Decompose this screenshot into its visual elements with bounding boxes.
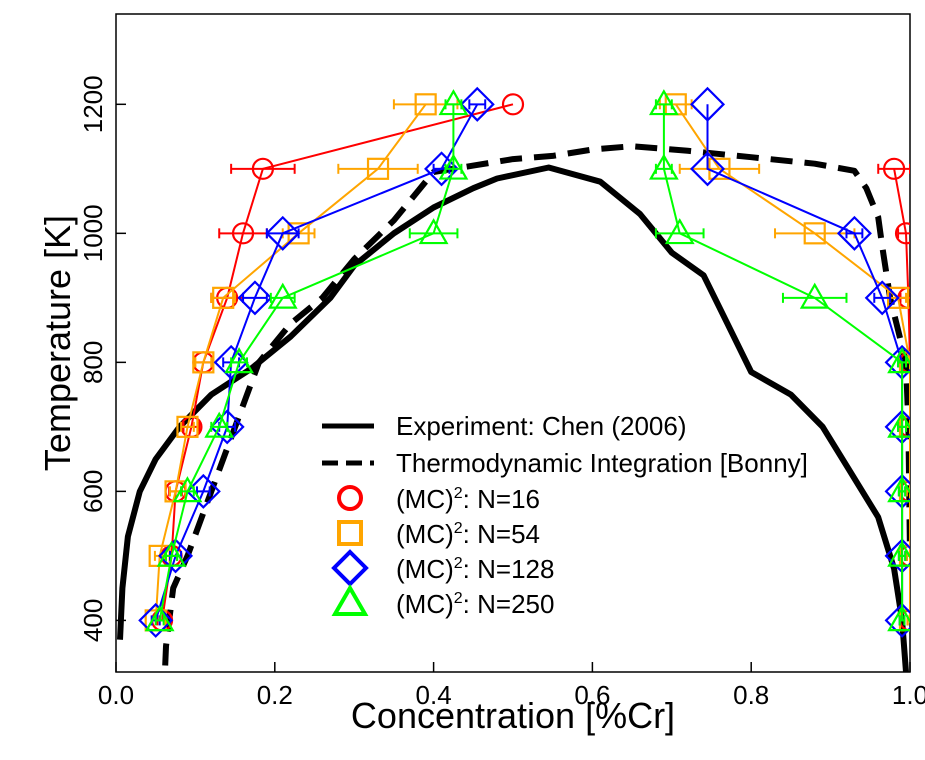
legend-n54-rest: : N=54 — [463, 519, 540, 549]
legend-item-n16: (MC)2: N=16 — [396, 484, 540, 514]
data-point — [648, 89, 679, 116]
data-point — [459, 86, 495, 122]
data-point — [176, 415, 199, 438]
data-point — [836, 215, 872, 251]
data-point — [887, 540, 910, 567]
legend-n250-sup: 2 — [454, 590, 463, 607]
data-point — [887, 476, 910, 503]
legend-n128-rest: : N=128 — [463, 554, 555, 584]
data-point — [884, 602, 910, 638]
x-tick-label: 0.6 — [574, 680, 610, 710]
legend-item-thermo: Thermodynamic Integration [Bonny] — [322, 448, 808, 478]
data-point — [138, 602, 174, 638]
legend-marker-triangle — [331, 583, 369, 616]
legend-label-n128: (MC)2: N=128 — [396, 554, 554, 584]
x-axis-title: Concentration [%Cr] — [351, 695, 675, 736]
data-point — [158, 538, 194, 574]
legend-item-n128: (MC)2: N=128 — [396, 554, 554, 584]
legend: Experiment: Chen (2006) Thermodynamic In… — [322, 411, 808, 619]
legend-marker-square — [337, 520, 363, 546]
data-point — [414, 93, 437, 116]
data-point — [664, 218, 695, 245]
data-point — [883, 157, 906, 180]
data-point — [366, 157, 390, 180]
legend-n128-main: (MC) — [396, 554, 454, 584]
y-tick-label: 1200 — [78, 75, 108, 133]
legend-label-experiment: Experiment: Chen (2006) — [396, 411, 686, 441]
legend-marker-circle — [337, 485, 363, 511]
legend-label-n54: (MC)2: N=54 — [396, 519, 540, 549]
data-point — [887, 411, 910, 438]
data-point — [864, 280, 900, 316]
x-tick-label: 1.0 — [892, 680, 925, 710]
legend-n16-rest: : N=16 — [463, 484, 540, 514]
experiment-curve — [117, 164, 909, 672]
y-tick-label: 400 — [78, 599, 108, 642]
data-point — [231, 222, 255, 245]
legend-n16-main: (MC) — [396, 484, 454, 514]
legend-markers — [331, 485, 369, 616]
y-tick-label: 1000 — [78, 204, 108, 262]
data-point — [424, 151, 460, 187]
data-point — [237, 280, 273, 316]
data-point — [887, 605, 910, 632]
data-point — [172, 476, 203, 503]
legend-label-thermo: Thermodynamic Integration [Bonny] — [396, 448, 808, 478]
x-tick-label: 0.2 — [257, 680, 293, 710]
data-point — [648, 153, 679, 180]
data-point — [204, 411, 235, 438]
data-point — [438, 153, 469, 180]
data-point — [209, 409, 245, 445]
data-point — [265, 215, 301, 251]
data-point — [418, 218, 449, 245]
y-axis-title: Temperature [K] — [37, 215, 78, 471]
y-tick-label: 600 — [78, 470, 108, 513]
x-tick-label: 0.0 — [98, 680, 134, 710]
data-point — [894, 222, 910, 245]
data-point — [803, 222, 826, 245]
data-point — [690, 86, 726, 122]
data-point — [799, 282, 830, 309]
legend-n250-main: (MC) — [396, 589, 454, 619]
legend-item-n250: (MC)2: N=250 — [396, 589, 554, 619]
data-point — [267, 282, 298, 309]
data-point — [690, 151, 726, 187]
series-line — [674, 103, 910, 621]
data-point — [224, 347, 254, 374]
legend-item-experiment: Experiment: Chen (2006) — [322, 411, 686, 441]
legend-n16-sup: 2 — [454, 485, 463, 502]
data-point — [192, 351, 215, 374]
legend-n250-rest: : N=250 — [463, 589, 555, 619]
series-triangle — [144, 89, 910, 632]
plot-area — [115, 13, 911, 673]
legend-item-n54: (MC)2: N=54 — [396, 519, 540, 549]
x-tick-label: 0.8 — [733, 680, 769, 710]
legend-label-n16: (MC)2: N=16 — [396, 484, 540, 514]
legend-n54-main: (MC) — [396, 519, 454, 549]
legend-label-n250: (MC)2: N=250 — [396, 589, 554, 619]
data-layer — [117, 86, 910, 672]
data-point — [212, 286, 235, 309]
data-point — [501, 93, 525, 116]
legend-n54-sup: 2 — [454, 520, 463, 537]
legend-n128-sup: 2 — [454, 555, 463, 572]
data-point — [438, 89, 469, 116]
data-point — [887, 347, 910, 374]
data-point — [251, 157, 274, 180]
data-point — [156, 540, 187, 567]
data-point — [144, 605, 175, 632]
axes-layer: 0.0 0.2 0.4 0.6 0.8 1.0 400 600 800 1000 1200 — [78, 75, 925, 710]
x-tick-label: 0.4 — [416, 680, 452, 710]
y-tick-label: 800 — [78, 341, 108, 384]
